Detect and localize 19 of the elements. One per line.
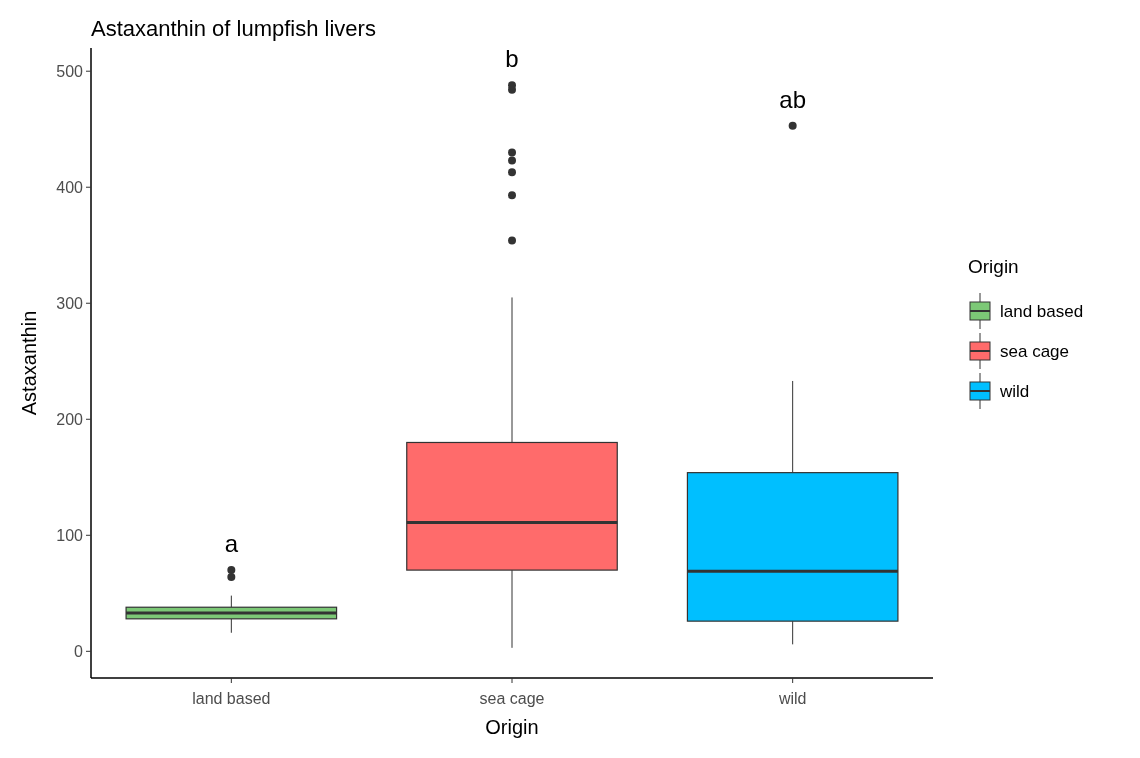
y-tick-label: 400 xyxy=(56,178,84,196)
annotation: b xyxy=(505,45,519,73)
x-axis-title: Origin xyxy=(485,716,539,738)
y-tick-label: 0 xyxy=(74,642,84,660)
y-tick-label: 200 xyxy=(56,410,84,428)
legend-label: wild xyxy=(999,381,1030,401)
y-tick-label: 300 xyxy=(56,294,84,312)
legend-label: land based xyxy=(1000,301,1084,321)
y-axis-title: Astaxanthin xyxy=(18,310,40,416)
x-tick-label: wild xyxy=(777,690,807,707)
x-tick-label: sea cage xyxy=(479,690,545,707)
y-tick-label: 500 xyxy=(56,62,84,80)
annotation: ab xyxy=(779,85,807,113)
x-tick-label: land based xyxy=(192,690,271,707)
y-tick-label: 100 xyxy=(56,526,84,544)
chart-title: Astaxanthin of lumpfish livers xyxy=(91,16,376,41)
legend-title: Origin xyxy=(968,256,1019,277)
annotation: a xyxy=(224,530,239,558)
legend-label: sea cage xyxy=(1000,341,1069,361)
